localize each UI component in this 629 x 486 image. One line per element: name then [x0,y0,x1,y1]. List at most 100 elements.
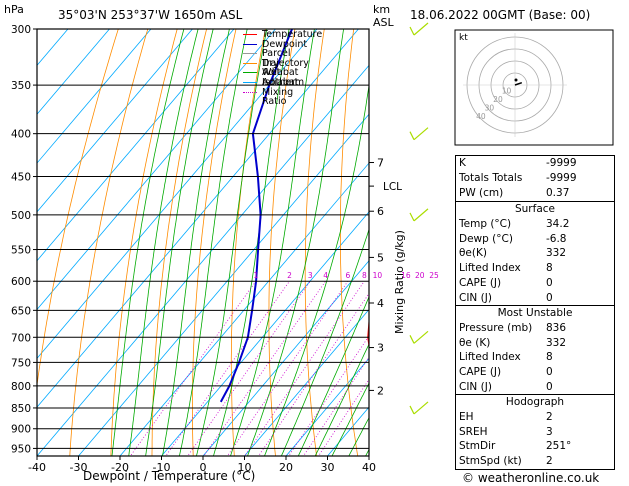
table-row: Dewp (°C) -6.8 [459,232,567,245]
wind-barb [413,208,429,222]
y-tick-label: 350 [11,80,31,92]
hodograph-storm-motion [514,78,518,82]
mixing-ratio-label: 3 [308,271,313,280]
wet-adiabat [297,295,369,456]
isotherm [202,260,369,456]
wind-barb [409,212,415,222]
table-row: CIN (J) 0 [459,291,553,304]
datetime-title: 18.06.2022 00GMT (Base: 00) [410,8,591,22]
dry-adiabat [69,29,149,456]
mixing-ratio-line [226,280,349,456]
km-tick-label: 7 [377,157,384,170]
isotherm [37,29,110,115]
y-tick-label: 400 [11,129,31,141]
hodograph-ring-label: 20 [493,95,503,104]
table-row: K -9999 [459,157,577,169]
table-row: StmDir 251° [459,440,572,453]
surface-table: Surface Temp (°C) 34.2 Dewp (°C) -6.8 θe(K… [455,201,615,307]
isotherm [37,29,152,164]
mixing-ratio-label: 4 [323,271,328,280]
wet-adiabat [314,343,369,456]
mixing-ratio-label: 16 [401,271,411,280]
mixing-ratio-line [258,292,369,456]
wet-adiabat [178,29,248,456]
legend-swatch [243,62,257,64]
km-tick-label: 3 [377,342,384,355]
legend-swatch [243,72,257,74]
x-tick-label: -20 [111,461,129,474]
mixing-ratio-axis-title: Mixing Ratio (g/kg) [393,230,406,334]
hodograph-ring-label: 10 [502,87,512,96]
mixing-ratio-line [288,335,369,456]
asl-axis-label: ASL [373,16,394,29]
location-title: 35°03'N 253°37'W 1650m ASL [58,8,243,22]
wind-barb [409,131,415,140]
wet-adiabat [195,29,268,456]
table-row: θe (K) 332 [459,336,567,349]
legend-swatch [243,81,257,83]
km-axis-label: km [373,3,391,16]
y-tick-label: 850 [11,403,31,415]
isotherm [37,29,193,213]
table-row: PW (cm) 0.37 [459,186,570,199]
y-tick-label: 600 [11,276,31,288]
x-axis-title: Dewpoint / Temperature (°C) [83,469,256,483]
mixing-ratio-label: 8 [362,271,367,280]
x-tick-label: -30 [70,461,88,474]
hodograph-frame [454,29,614,146]
isotherm [243,308,369,456]
plot-frame [36,28,370,457]
mixing-ratio-line [318,378,369,456]
table-row: StmSpd (kt) 2 [459,455,553,468]
wind-barb [409,405,415,415]
x-tick-label: 20 [279,461,293,474]
hpa-axis-label: hPa [4,3,24,16]
table-row: CAPE (J) 0 [459,276,553,289]
y-tick-label: 800 [11,381,31,393]
hodograph-ring-label: 40 [476,112,486,121]
y-tick-label: 650 [11,305,31,317]
mixing-ratio-label: 10 [373,271,383,280]
wind-barb [413,330,429,344]
wind-barb [413,22,429,36]
section-title: Most Unstable [497,307,573,319]
isotherm [77,113,369,456]
isotherm [37,29,359,408]
wind-barb [413,401,429,415]
x-tick-label: 10 [238,461,252,474]
mixing-ratio-line [303,356,369,456]
hodograph-table: Hodograph EH 2 SREH 3 StmDir 251° StmSpd (k… [455,394,615,470]
dry-adiabat [37,29,119,388]
legend-swatch [243,91,257,93]
section-title: Surface [514,203,555,215]
table-row: CAPE (J) 0 [459,366,553,379]
isotherm [160,211,369,456]
x-tick-label: 30 [321,461,335,474]
table-row: Temp (°C) 34.2 [459,217,570,230]
isotherm [37,29,235,262]
y-tick-label: 550 [11,245,31,257]
table-row: Pressure (mb) 836 [459,321,567,334]
legend-swatch [243,34,257,35]
table-row: SREH 3 [459,425,553,438]
x-tick-label: -10 [153,461,171,474]
isotherm [37,29,318,359]
series-line-temperature [367,315,369,350]
y-tick-label: 450 [11,172,31,184]
mixing-ratio-label: 20 [415,271,425,280]
dry-adiabat [407,4,442,467]
wind-barb [409,335,415,344]
series-line-dewpoint [219,29,293,403]
lcl-label: LCL [383,181,402,193]
hodograph-ring-label: 30 [485,104,495,113]
copyright: © weatheronline.co.uk [462,471,600,485]
x-tick-label: 40 [362,461,376,474]
isotherm [285,357,369,456]
table-row: Lifted Index 8 [459,262,553,275]
wet-adiabat [331,382,369,456]
mixing-ratio-line [244,280,365,456]
km-tick-label: 4 [377,297,384,310]
isotherm [119,162,369,456]
table-row: CIN (J) 0 [459,380,553,393]
